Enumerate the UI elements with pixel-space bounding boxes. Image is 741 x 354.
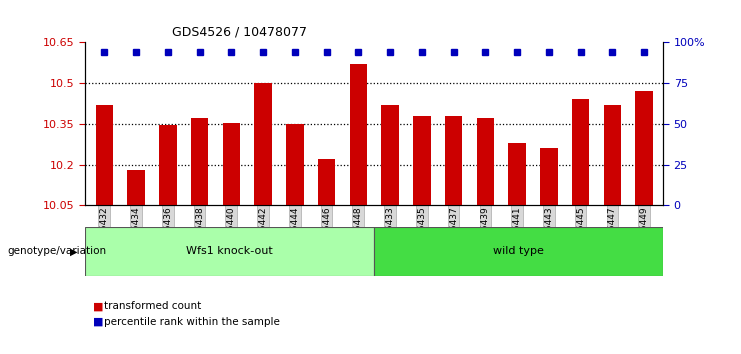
Bar bbox=[382, 105, 399, 205]
Bar bbox=[636, 91, 653, 205]
Text: ▶: ▶ bbox=[70, 246, 78, 256]
Text: wild type: wild type bbox=[494, 246, 544, 256]
Bar bbox=[318, 159, 335, 205]
Bar bbox=[374, 227, 663, 276]
Bar bbox=[413, 116, 431, 205]
Bar bbox=[445, 116, 462, 205]
Text: GDS4526 / 10478077: GDS4526 / 10478077 bbox=[172, 25, 307, 39]
Bar bbox=[96, 105, 113, 205]
Text: ■: ■ bbox=[93, 301, 103, 311]
Bar bbox=[540, 148, 557, 205]
Bar bbox=[85, 227, 374, 276]
Text: Wfs1 knock-out: Wfs1 knock-out bbox=[186, 246, 273, 256]
Bar bbox=[127, 170, 144, 205]
Bar bbox=[222, 122, 240, 205]
Bar bbox=[254, 83, 272, 205]
Bar bbox=[604, 105, 621, 205]
Bar bbox=[508, 143, 526, 205]
Text: transformed count: transformed count bbox=[104, 301, 201, 311]
Bar bbox=[350, 64, 367, 205]
Text: ■: ■ bbox=[93, 317, 103, 327]
Text: percentile rank within the sample: percentile rank within the sample bbox=[104, 317, 279, 327]
Bar bbox=[159, 125, 176, 205]
Bar bbox=[191, 119, 208, 205]
Bar bbox=[476, 119, 494, 205]
Text: genotype/variation: genotype/variation bbox=[7, 246, 107, 256]
Bar bbox=[286, 124, 304, 205]
Bar bbox=[572, 99, 589, 205]
